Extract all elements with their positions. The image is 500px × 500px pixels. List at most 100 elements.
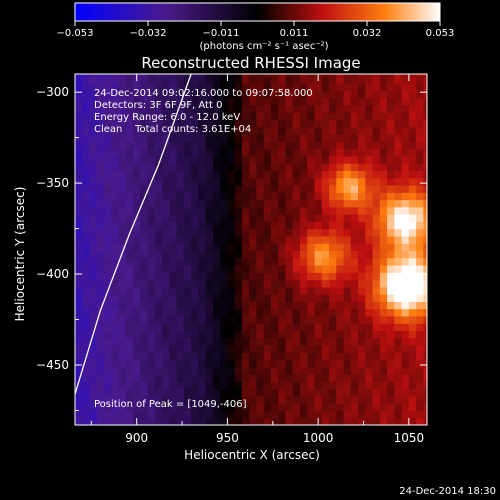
heatmap-cell xyxy=(358,228,366,237)
heatmap-cell xyxy=(154,112,163,121)
heatmap-cell xyxy=(343,272,352,281)
heatmap-cell xyxy=(350,184,359,193)
heatmap-cell xyxy=(118,279,127,288)
heatmap-cell xyxy=(263,243,272,251)
heatmap-cell xyxy=(104,272,112,281)
heatmap-cell xyxy=(162,330,170,339)
heatmap-cell xyxy=(321,74,330,77)
heatmap-cell xyxy=(329,344,337,353)
heatmap-cell xyxy=(299,243,308,251)
heatmap-cell xyxy=(96,330,105,339)
heatmap-cell xyxy=(307,75,316,84)
heatmap-cell xyxy=(372,75,381,84)
heatmap-cell xyxy=(416,112,424,121)
heatmap-cell xyxy=(408,286,417,295)
heatmap-cell xyxy=(82,308,91,317)
heatmap-cell xyxy=(307,134,316,142)
heatmap-cell xyxy=(147,294,156,302)
heatmap-cell xyxy=(292,74,301,77)
heatmap-cell xyxy=(270,192,279,201)
heatmap-cell xyxy=(249,163,258,171)
heatmap-cell xyxy=(350,74,359,77)
heatmap-cell xyxy=(191,83,199,91)
heatmap-cell xyxy=(205,112,214,121)
heatmap-cell xyxy=(307,264,316,273)
heatmap-cell xyxy=(205,155,214,164)
heatmap-cell xyxy=(292,119,301,128)
heatmap-cell xyxy=(191,148,199,157)
heatmap-cell xyxy=(270,272,279,281)
heatmap-cell xyxy=(140,192,149,201)
heatmap-cell xyxy=(140,410,149,419)
heatmap-cell xyxy=(379,337,388,346)
heatmap-cell xyxy=(169,163,178,171)
heatmap-cell xyxy=(96,206,105,215)
heatmap-cell xyxy=(394,112,403,121)
heatmap-cell xyxy=(321,214,330,222)
heatmap-cell xyxy=(343,294,352,302)
heatmap-cell xyxy=(140,344,149,353)
heatmap-cell xyxy=(394,417,403,425)
heatmap-cell xyxy=(263,206,272,215)
heatmap-cell xyxy=(111,97,120,106)
heatmap-cell xyxy=(343,155,352,164)
heatmap-cell xyxy=(350,163,359,171)
info-energy-range: Energy Range: 6.0 - 12.0 keV xyxy=(94,112,240,123)
heatmap-cell xyxy=(343,417,352,425)
heatmap-cell xyxy=(358,221,366,230)
heatmap-cell xyxy=(111,359,120,368)
heatmap-cell xyxy=(205,395,214,404)
colorbar-tick-label: 0.053 xyxy=(426,28,455,39)
heatmap-cell xyxy=(205,104,214,113)
heatmap-cell xyxy=(416,177,424,186)
heatmap-cell xyxy=(140,104,149,113)
heatmap-cell xyxy=(191,206,199,215)
heatmap-cell xyxy=(82,75,91,84)
heatmap-cell xyxy=(379,308,388,317)
heatmap-cell xyxy=(176,126,185,135)
heatmap-cell xyxy=(263,388,272,397)
heatmap-cell xyxy=(365,112,374,121)
heatmap-cell xyxy=(358,264,366,273)
heatmap-cell xyxy=(104,134,112,142)
heatmap-cell xyxy=(133,381,141,390)
heatmap-cell xyxy=(104,330,112,339)
heatmap-cell xyxy=(299,308,308,317)
heatmap-cell xyxy=(183,359,192,368)
heatmap-cell xyxy=(307,359,316,368)
heatmap-cell xyxy=(358,141,366,150)
heatmap-cell xyxy=(176,272,185,281)
heatmap-cell xyxy=(285,104,294,113)
heatmap-cell xyxy=(96,294,105,302)
heatmap-cell xyxy=(394,104,403,113)
heatmap-cell xyxy=(205,141,214,150)
heatmap-cell xyxy=(314,359,323,368)
heatmap-cell xyxy=(140,403,149,412)
heatmap-cell xyxy=(191,97,199,106)
heatmap-cell xyxy=(350,359,359,368)
heatmap-cell xyxy=(379,279,388,288)
heatmap-cell xyxy=(140,134,149,142)
heatmap-cell xyxy=(169,381,178,390)
heatmap-cell xyxy=(191,359,199,368)
heatmap-cell xyxy=(82,279,91,288)
heatmap-cell xyxy=(416,119,424,128)
heatmap-cell xyxy=(234,315,243,324)
heatmap-cell xyxy=(350,104,359,113)
heatmap-cell xyxy=(147,337,156,346)
heatmap-cell xyxy=(285,381,294,390)
heatmap-cell xyxy=(198,344,207,353)
heatmap-cell xyxy=(212,112,221,121)
heatmap-cell xyxy=(270,112,279,121)
heatmap-cell xyxy=(75,381,83,390)
heatmap-cell xyxy=(329,221,337,230)
heatmap-cell xyxy=(82,141,91,150)
heatmap-cell xyxy=(104,126,112,135)
heatmap-cell xyxy=(408,74,417,77)
heatmap-cell xyxy=(154,148,163,157)
heatmap-cell xyxy=(387,301,395,310)
heatmap-cell xyxy=(416,184,424,193)
heatmap-cell xyxy=(176,206,185,215)
heatmap-cell xyxy=(147,192,156,201)
heatmap-cell xyxy=(321,243,330,251)
